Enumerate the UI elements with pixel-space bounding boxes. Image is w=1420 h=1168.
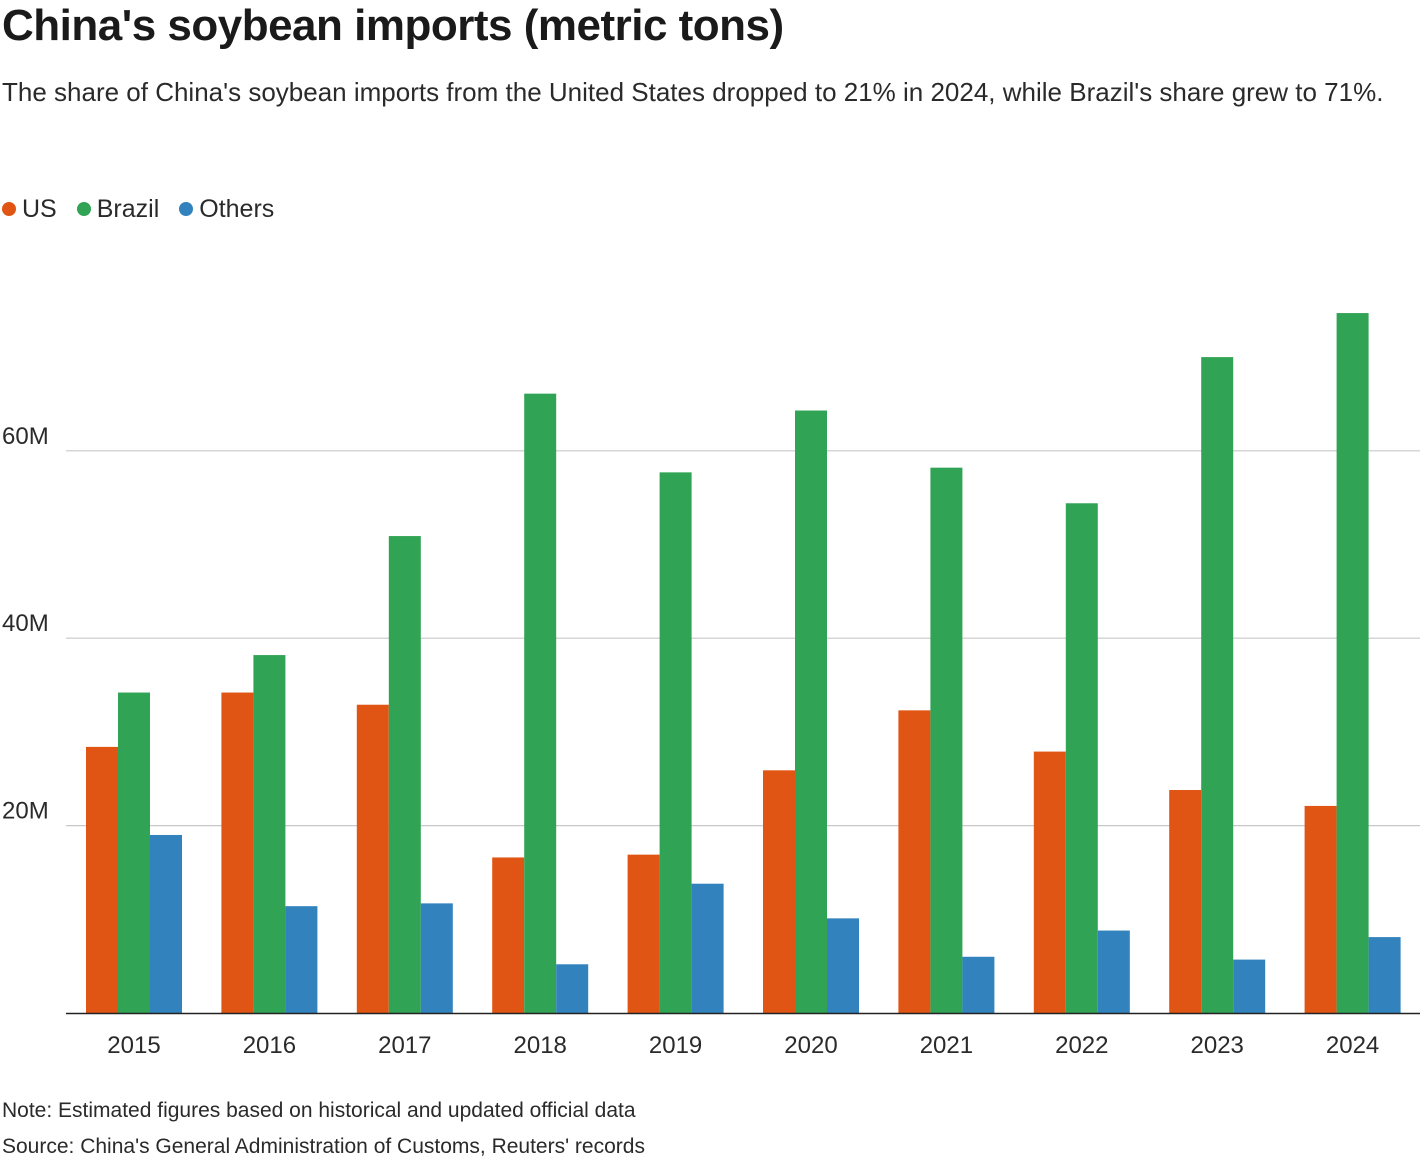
bar-us-2022 bbox=[1033, 751, 1066, 1013]
chart-subtitle: The share of China's soybean imports fro… bbox=[2, 77, 1384, 107]
bar-us-2015 bbox=[86, 746, 118, 1013]
x-tick-label: 2021 bbox=[920, 1032, 973, 1059]
bar-us-2021 bbox=[898, 710, 931, 1013]
bar-others-2017 bbox=[420, 903, 453, 1013]
bar-brazil-2015 bbox=[118, 692, 150, 1013]
x-tick-label: 2017 bbox=[378, 1032, 431, 1059]
bar-us-2019 bbox=[627, 854, 660, 1013]
legend-item-us: US bbox=[2, 195, 57, 224]
bar-others-2018 bbox=[556, 964, 589, 1013]
bar-chart: 20M 40M 60M 2015 2016 2017 2018 2019 2020 2021 202… bbox=[2, 313, 1420, 1059]
bar-others-2023 bbox=[1233, 959, 1266, 1013]
legend-swatch-others bbox=[179, 202, 194, 216]
bar-us-2017 bbox=[356, 704, 389, 1013]
footnote: Note: Estimated figures based on histori… bbox=[2, 1099, 636, 1122]
legend-item-others: Others bbox=[179, 195, 274, 224]
y-tick-label: 20M bbox=[2, 798, 49, 825]
legend: US Brazil Others bbox=[2, 193, 294, 225]
y-tick-label: 40M bbox=[2, 610, 49, 637]
bar-others-2016 bbox=[285, 906, 318, 1013]
bar-brazil-2020 bbox=[795, 410, 827, 1013]
bar-brazil-2019 bbox=[659, 472, 692, 1013]
bar-brazil-2016 bbox=[253, 655, 286, 1013]
x-tick-label: 2024 bbox=[1326, 1032, 1379, 1059]
x-tick-label: 2018 bbox=[514, 1032, 567, 1059]
bar-others-2021 bbox=[962, 956, 995, 1013]
chart-title: China's soybean imports (metric tons) bbox=[2, 1, 784, 50]
bar-others-2015 bbox=[150, 834, 182, 1013]
legend-swatch-us bbox=[2, 202, 16, 216]
bar-brazil-2024 bbox=[1336, 313, 1369, 1013]
legend-label-brazil: Brazil bbox=[96, 194, 160, 223]
bar-others-2022 bbox=[1097, 930, 1130, 1013]
bar-us-2023 bbox=[1169, 789, 1202, 1013]
bar-us-2020 bbox=[763, 770, 795, 1013]
x-tick-label: 2015 bbox=[107, 1032, 160, 1059]
legend-label-us: US bbox=[22, 194, 57, 223]
bar-brazil-2023 bbox=[1201, 357, 1234, 1014]
bar-others-2019 bbox=[691, 883, 724, 1013]
x-tick-label: 2023 bbox=[1191, 1032, 1244, 1059]
bar-brazil-2021 bbox=[930, 467, 963, 1013]
legend-label-others: Others bbox=[199, 194, 275, 223]
bar-us-2018 bbox=[492, 857, 525, 1013]
bar-us-2016 bbox=[221, 692, 254, 1013]
x-tick-label: 2019 bbox=[649, 1032, 702, 1059]
bar-brazil-2022 bbox=[1065, 503, 1098, 1013]
y-tick-label: 60M bbox=[2, 423, 49, 450]
source-line: Source: China's General Administration o… bbox=[2, 1135, 645, 1158]
bar-us-2024 bbox=[1304, 805, 1337, 1013]
x-tick-label: 2020 bbox=[784, 1032, 837, 1059]
bar-others-2020 bbox=[827, 918, 859, 1013]
bar-brazil-2017 bbox=[388, 536, 421, 1013]
legend-item-brazil: Brazil bbox=[76, 194, 160, 224]
bar-others-2024 bbox=[1368, 937, 1401, 1013]
x-tick-label: 2022 bbox=[1055, 1032, 1108, 1059]
legend-swatch-brazil bbox=[76, 202, 91, 216]
bar-brazil-2018 bbox=[524, 393, 557, 1013]
x-tick-label: 2016 bbox=[243, 1032, 296, 1059]
